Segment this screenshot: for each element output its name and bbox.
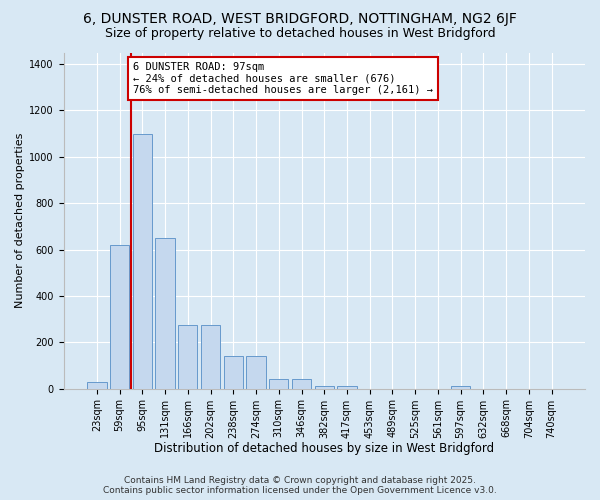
Bar [292, 380, 311, 388]
Bar [337, 386, 356, 388]
Text: 6 DUNSTER ROAD: 97sqm
← 24% of detached houses are smaller (676)
76% of semi-det: 6 DUNSTER ROAD: 97sqm ← 24% of detached … [133, 62, 433, 95]
Bar [314, 386, 334, 388]
X-axis label: Distribution of detached houses by size in West Bridgford: Distribution of detached houses by size … [154, 442, 494, 455]
Text: Size of property relative to detached houses in West Bridgford: Size of property relative to detached ho… [104, 28, 496, 40]
Bar [247, 356, 266, 388]
Bar [201, 325, 220, 388]
Bar [87, 382, 107, 388]
Bar [133, 134, 152, 388]
Bar [269, 380, 289, 388]
Bar [155, 238, 175, 388]
Bar [178, 325, 197, 388]
Text: 6, DUNSTER ROAD, WEST BRIDGFORD, NOTTINGHAM, NG2 6JF: 6, DUNSTER ROAD, WEST BRIDGFORD, NOTTING… [83, 12, 517, 26]
Bar [451, 386, 470, 388]
Bar [224, 356, 243, 388]
Bar [110, 245, 129, 388]
Text: Contains HM Land Registry data © Crown copyright and database right 2025.
Contai: Contains HM Land Registry data © Crown c… [103, 476, 497, 495]
Y-axis label: Number of detached properties: Number of detached properties [15, 133, 25, 308]
